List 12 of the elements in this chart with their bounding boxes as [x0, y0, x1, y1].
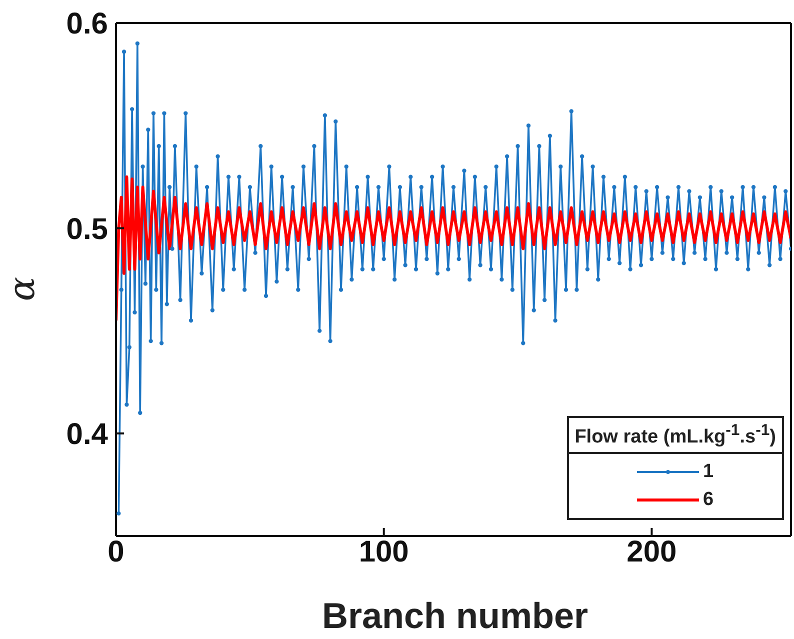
x-tick-label: 100 [358, 535, 409, 568]
legend-title: Flow rate (mL.kg$^{-1}$.s$^{-1}$) [568, 418, 782, 454]
y-tick-label: 0.6 [66, 8, 108, 41]
x-tick-label: 0 [108, 535, 124, 568]
y-axis-title: α [2, 276, 43, 302]
y-tick-label: 0.5 [66, 212, 108, 246]
legend-label: 6 [703, 489, 714, 511]
line-series [116, 175, 791, 322]
x-axis-title: Branch number [322, 595, 588, 636]
legend-label: 1 [703, 461, 714, 483]
x-tick-label: 200 [626, 535, 677, 568]
y-tick-label: 0.4 [66, 418, 108, 452]
